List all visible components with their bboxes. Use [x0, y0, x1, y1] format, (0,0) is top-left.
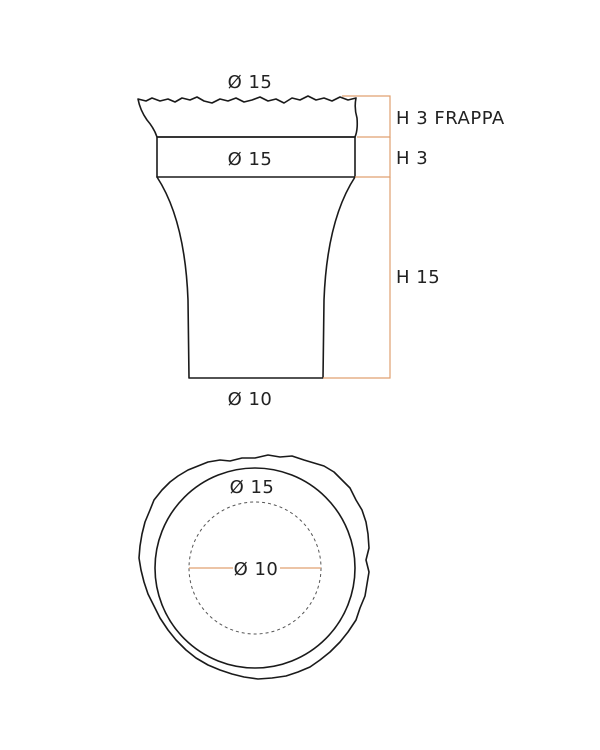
band-diameter-label: Ø 15 [228, 149, 273, 170]
band-outline [156, 136, 356, 178]
ruffled-outer-edge [138, 454, 370, 680]
frappa-height-dimension [342, 95, 391, 138]
outer-circle [154, 467, 356, 669]
outer-diameter-label: Ø 15 [230, 477, 275, 498]
body-height-label: H 15 [396, 267, 440, 288]
frappa-rim-outline [137, 95, 359, 138]
frappa-height-label: H 3 FRAPPA [396, 108, 505, 129]
bottom-diameter-label: Ø 10 [228, 389, 273, 410]
band-height-dimension [355, 137, 391, 178]
side-view: Ø 15 Ø 15 Ø 10 H 3 FRAPPA H 3 H 15 [137, 72, 505, 410]
body-outline [156, 176, 356, 379]
band-height-label: H 3 [396, 148, 428, 169]
body-height-dimension [323, 177, 391, 379]
inner-diameter-label: Ø 10 [234, 559, 279, 580]
top-view: Ø 15 Ø 10 [138, 454, 370, 680]
top-diameter-label: Ø 15 [228, 72, 273, 93]
